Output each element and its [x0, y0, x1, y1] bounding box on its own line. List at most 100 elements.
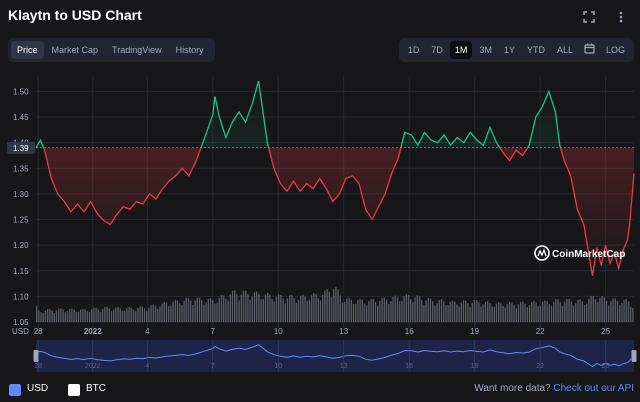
volume-bar [293, 297, 295, 322]
volume-bar [187, 297, 190, 322]
volume-bar [163, 302, 165, 322]
volume-bar [517, 304, 520, 322]
calendar-icon[interactable] [580, 41, 599, 59]
volume-bar [130, 307, 132, 322]
volume-bar [47, 309, 49, 322]
price-line-down [35, 147, 635, 277]
volume-bar [399, 301, 401, 322]
volume-bar [179, 303, 181, 322]
more-icon[interactable] [614, 10, 628, 24]
volume-bar [64, 312, 66, 322]
volume-bar [77, 311, 80, 322]
volume-bar [511, 302, 513, 322]
volume-bar [603, 297, 605, 322]
volume-bar [297, 299, 300, 322]
navigator-tick-label: 2022 [85, 363, 101, 370]
volume-bar [93, 307, 95, 322]
range-7d[interactable]: 7D [431, 45, 443, 55]
volume-bar [542, 302, 544, 322]
y-tick-label: 1.05 [13, 318, 29, 327]
volume-bar [49, 309, 51, 322]
range-log[interactable]: LOG [605, 45, 625, 55]
volume-bar [95, 307, 97, 322]
volume-bar [539, 305, 542, 322]
volume-bar [546, 301, 548, 322]
volume-bar [504, 307, 506, 322]
range-1d[interactable]: 1D [407, 45, 420, 55]
volume-bar [245, 290, 247, 322]
range-1m[interactable]: 1M [449, 41, 473, 59]
volume-bar [249, 299, 251, 322]
tab-market-cap[interactable]: Market Cap [51, 45, 99, 55]
volume-bar [561, 306, 564, 322]
volume-bar [86, 311, 88, 322]
volume-bar [60, 308, 62, 322]
volume-bar [273, 301, 275, 322]
volume-bar [509, 302, 511, 322]
navigator-tick-label: 16 [405, 363, 413, 370]
volume-bar [467, 303, 469, 322]
volume-bar [594, 298, 597, 322]
range-3m[interactable]: 3M [479, 45, 492, 55]
volume-bar [38, 310, 40, 322]
tab-price[interactable]: Price [11, 41, 44, 59]
volume-bar [236, 294, 238, 322]
tab-history[interactable]: History [175, 45, 204, 55]
range-ytd[interactable]: YTD [526, 45, 545, 55]
navigator-handle-right[interactable] [631, 350, 637, 362]
range-all[interactable]: ALL [556, 45, 573, 55]
volume-bar [352, 303, 355, 322]
volume-bar [520, 301, 522, 322]
volume-bar [319, 300, 322, 322]
volume-bar [66, 310, 69, 322]
volume-bar [176, 300, 179, 322]
volume-bar [80, 309, 82, 322]
volume-bar [471, 302, 473, 322]
volume-bar [253, 292, 256, 322]
volume-bar [438, 300, 440, 322]
time-range-selector: 1D 7D 1M 3M 1Y YTD ALL LOG [398, 38, 634, 62]
volume-bar [135, 310, 137, 322]
volume-bar [493, 306, 495, 322]
volume-bar [150, 305, 152, 322]
volume-bar [465, 300, 467, 322]
volume-bar [601, 296, 603, 322]
navigator-line [35, 344, 635, 368]
fullscreen-icon[interactable] [582, 10, 596, 24]
volume-bar [337, 289, 339, 322]
volume-bar [528, 305, 531, 322]
navigator-handle-left[interactable] [33, 350, 39, 362]
api-link[interactable]: Check out our API [553, 383, 634, 394]
range-1y[interactable]: 1Y [503, 45, 515, 55]
volume-bar [344, 302, 346, 322]
volume-bar [102, 308, 104, 322]
volume-bar [418, 296, 421, 322]
volume-bar [121, 310, 124, 322]
volume-bar [553, 301, 555, 322]
volume-bar [44, 310, 47, 322]
volume-bar [308, 300, 311, 322]
volume-bar [451, 300, 454, 322]
volume-bar [141, 306, 143, 322]
volume-bar [531, 302, 533, 322]
usd-checkbox[interactable] [9, 384, 21, 396]
volume-bar [128, 307, 130, 322]
volume-bar [469, 307, 471, 322]
volume-bar [190, 300, 192, 322]
volume-bar [621, 302, 623, 322]
volume-bar [592, 295, 594, 322]
btc-checkbox[interactable] [68, 384, 80, 396]
volume-bar [377, 305, 379, 322]
volume-bar [462, 300, 465, 322]
volume-bar [148, 307, 150, 322]
volume-bar [91, 309, 93, 322]
baseline-label: 1.39 [13, 144, 29, 153]
y-tick-label: 1.10 [13, 292, 29, 301]
volume-bar [410, 299, 412, 322]
volume-bar [258, 293, 260, 322]
tab-tradingview[interactable]: TradingView [112, 45, 162, 55]
volume-bar [51, 310, 53, 322]
range-navigator[interactable] [36, 340, 634, 372]
price-chart[interactable]: 1.051.101.151.201.251.301.351.401.451.50… [0, 70, 640, 376]
y-tick-label: 1.35 [13, 164, 29, 173]
